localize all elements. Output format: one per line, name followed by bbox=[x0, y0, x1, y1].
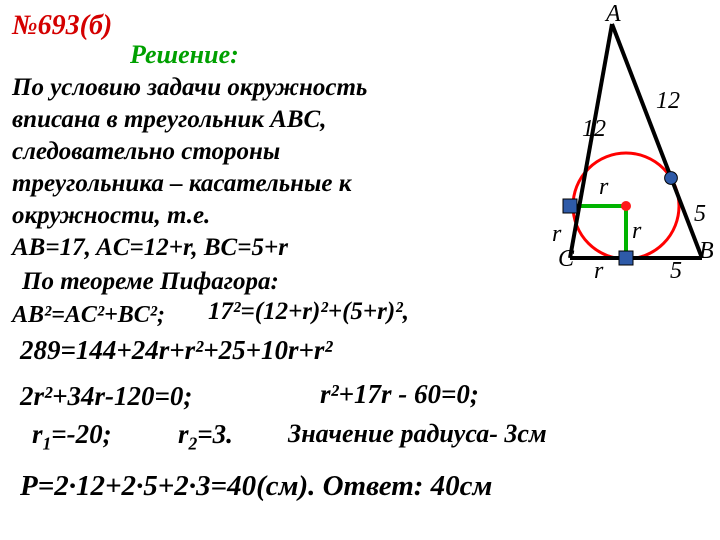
label-12-right: 12 bbox=[656, 88, 680, 115]
equation4a: 2r²+34r-120=0; bbox=[20, 380, 192, 414]
label-12-left: 12 bbox=[582, 116, 606, 143]
triangle-diagram: A B C 12 12 5 5 r r r r bbox=[454, 6, 714, 286]
r2-sub: 2 bbox=[189, 433, 198, 453]
equation3: 289=144+24r+r²+25+10r+r² bbox=[20, 334, 333, 368]
equation2a: AB²=AC²+BC²; bbox=[12, 300, 165, 330]
r2-pre: r bbox=[178, 419, 189, 449]
diagram-svg bbox=[454, 6, 714, 286]
label-r-left: r bbox=[552, 221, 561, 248]
radius-value: Значение радиуса- 3см bbox=[288, 418, 547, 451]
label-r-bottom: r bbox=[594, 258, 603, 285]
r1-sub: 1 bbox=[43, 433, 52, 453]
r1-post: =-20; bbox=[51, 419, 111, 449]
vertex-C: C bbox=[558, 246, 574, 273]
label-r-top: r bbox=[599, 174, 608, 201]
problem-number: №693(б) bbox=[12, 10, 112, 42]
root1: r1=-20; bbox=[32, 418, 112, 455]
paragraph2: По теореме Пифагора: bbox=[22, 266, 279, 297]
label-5-bottom: 5 bbox=[670, 258, 682, 285]
paragraph1-l5: окружности, т.е. bbox=[12, 200, 210, 231]
answer: P=2·12+2·5+2·3=40(см). Ответ: 40см bbox=[20, 468, 492, 504]
paragraph1-l3: следовательно стороны bbox=[12, 136, 280, 167]
paragraph1-l4: треугольника – касательные к bbox=[12, 168, 351, 199]
r1-pre: r bbox=[32, 419, 43, 449]
equation4b: r²+17r - 60=0; bbox=[320, 378, 479, 412]
vertex-B: B bbox=[699, 238, 714, 265]
label-r-right: r bbox=[632, 218, 641, 245]
label-5-right: 5 bbox=[694, 201, 706, 228]
paragraph1-l1: По условию задачи окружность bbox=[12, 72, 367, 103]
equation1: AB=17, AC=12+r, BC=5+r bbox=[12, 232, 288, 263]
paragraph1-l2: вписана в треугольник ABC, bbox=[12, 104, 326, 135]
solution-heading: Решение: bbox=[130, 40, 239, 70]
root2: r2=3. bbox=[178, 418, 233, 455]
r2-post: =3. bbox=[197, 419, 233, 449]
vertex-A: A bbox=[606, 1, 621, 28]
equation2b: 17²=(12+r)²+(5+r)², bbox=[208, 296, 409, 327]
